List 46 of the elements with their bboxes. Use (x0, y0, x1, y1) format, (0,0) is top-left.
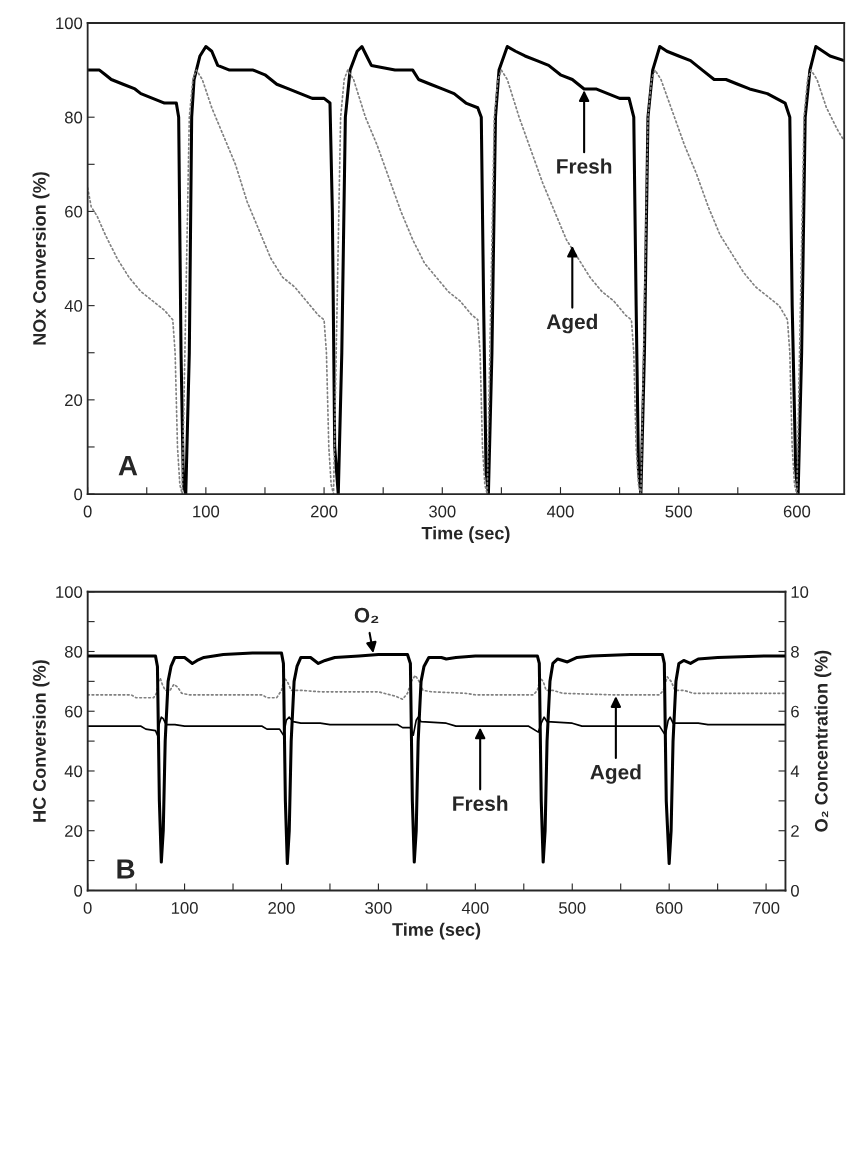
x-tick-label: 700 (753, 902, 780, 914)
y-tick-label: 100 (56, 586, 83, 598)
annotation: B (117, 859, 135, 879)
y-tick-label: 100 (56, 17, 83, 30)
y-tick-label: 80 (64, 111, 83, 124)
x-tick-label: 400 (546, 505, 574, 518)
y2-tick-label: 4 (790, 765, 800, 778)
y2-tick-label: 6 (791, 705, 799, 718)
annotation: Fresh (557, 158, 612, 174)
y-tick-label: 20 (65, 394, 83, 407)
x-tick-label: 400 (461, 902, 489, 914)
y-tick-label: 20 (65, 825, 83, 837)
x-tick-label: 300 (365, 902, 392, 914)
x-axis-title: Time (sec) (421, 526, 510, 544)
y-tick-label: 0 (74, 488, 83, 501)
y-tick-label: 60 (65, 705, 83, 718)
x-tick-label: 600 (656, 902, 683, 914)
x-tick-label: 0 (83, 902, 92, 914)
x-tick-label: 200 (268, 902, 295, 914)
annotation: Aged (546, 313, 597, 334)
x-tick-label: 100 (193, 505, 220, 518)
x-tick-label: 300 (429, 505, 456, 518)
annotation: O₂ (354, 607, 379, 624)
x-tick-label: 500 (665, 505, 692, 518)
line-series (87, 674, 786, 701)
annotation: Fresh (453, 795, 508, 811)
y2-axis-title: O₂ Concentration (%) (814, 650, 832, 832)
y2-tick-label: 2 (791, 825, 799, 837)
y2-tick-label: 10 (791, 586, 809, 598)
annotation: Aged (590, 764, 641, 784)
y-axis-title: NOx Conversion (%) (32, 172, 50, 345)
y-tick-label: 40 (64, 300, 83, 312)
y-tick-label: 60 (65, 205, 83, 218)
x-tick-label: 100 (171, 902, 198, 914)
y-axis-title: HC Conversion (%) (32, 660, 50, 822)
y-tick-label: 40 (64, 765, 83, 778)
x-axis-title: Time (sec) (392, 922, 481, 940)
y-tick-label: 0 (74, 884, 83, 897)
y2-tick-label: 0 (790, 884, 799, 897)
annotation: A (118, 456, 138, 476)
y-tick-label: 80 (64, 645, 83, 658)
x-tick-label: 500 (559, 902, 586, 914)
x-tick-label: 600 (783, 505, 811, 518)
y2-tick-label: 8 (791, 645, 799, 658)
x-tick-label: 0 (83, 505, 92, 518)
x-tick-label: 200 (311, 505, 338, 518)
